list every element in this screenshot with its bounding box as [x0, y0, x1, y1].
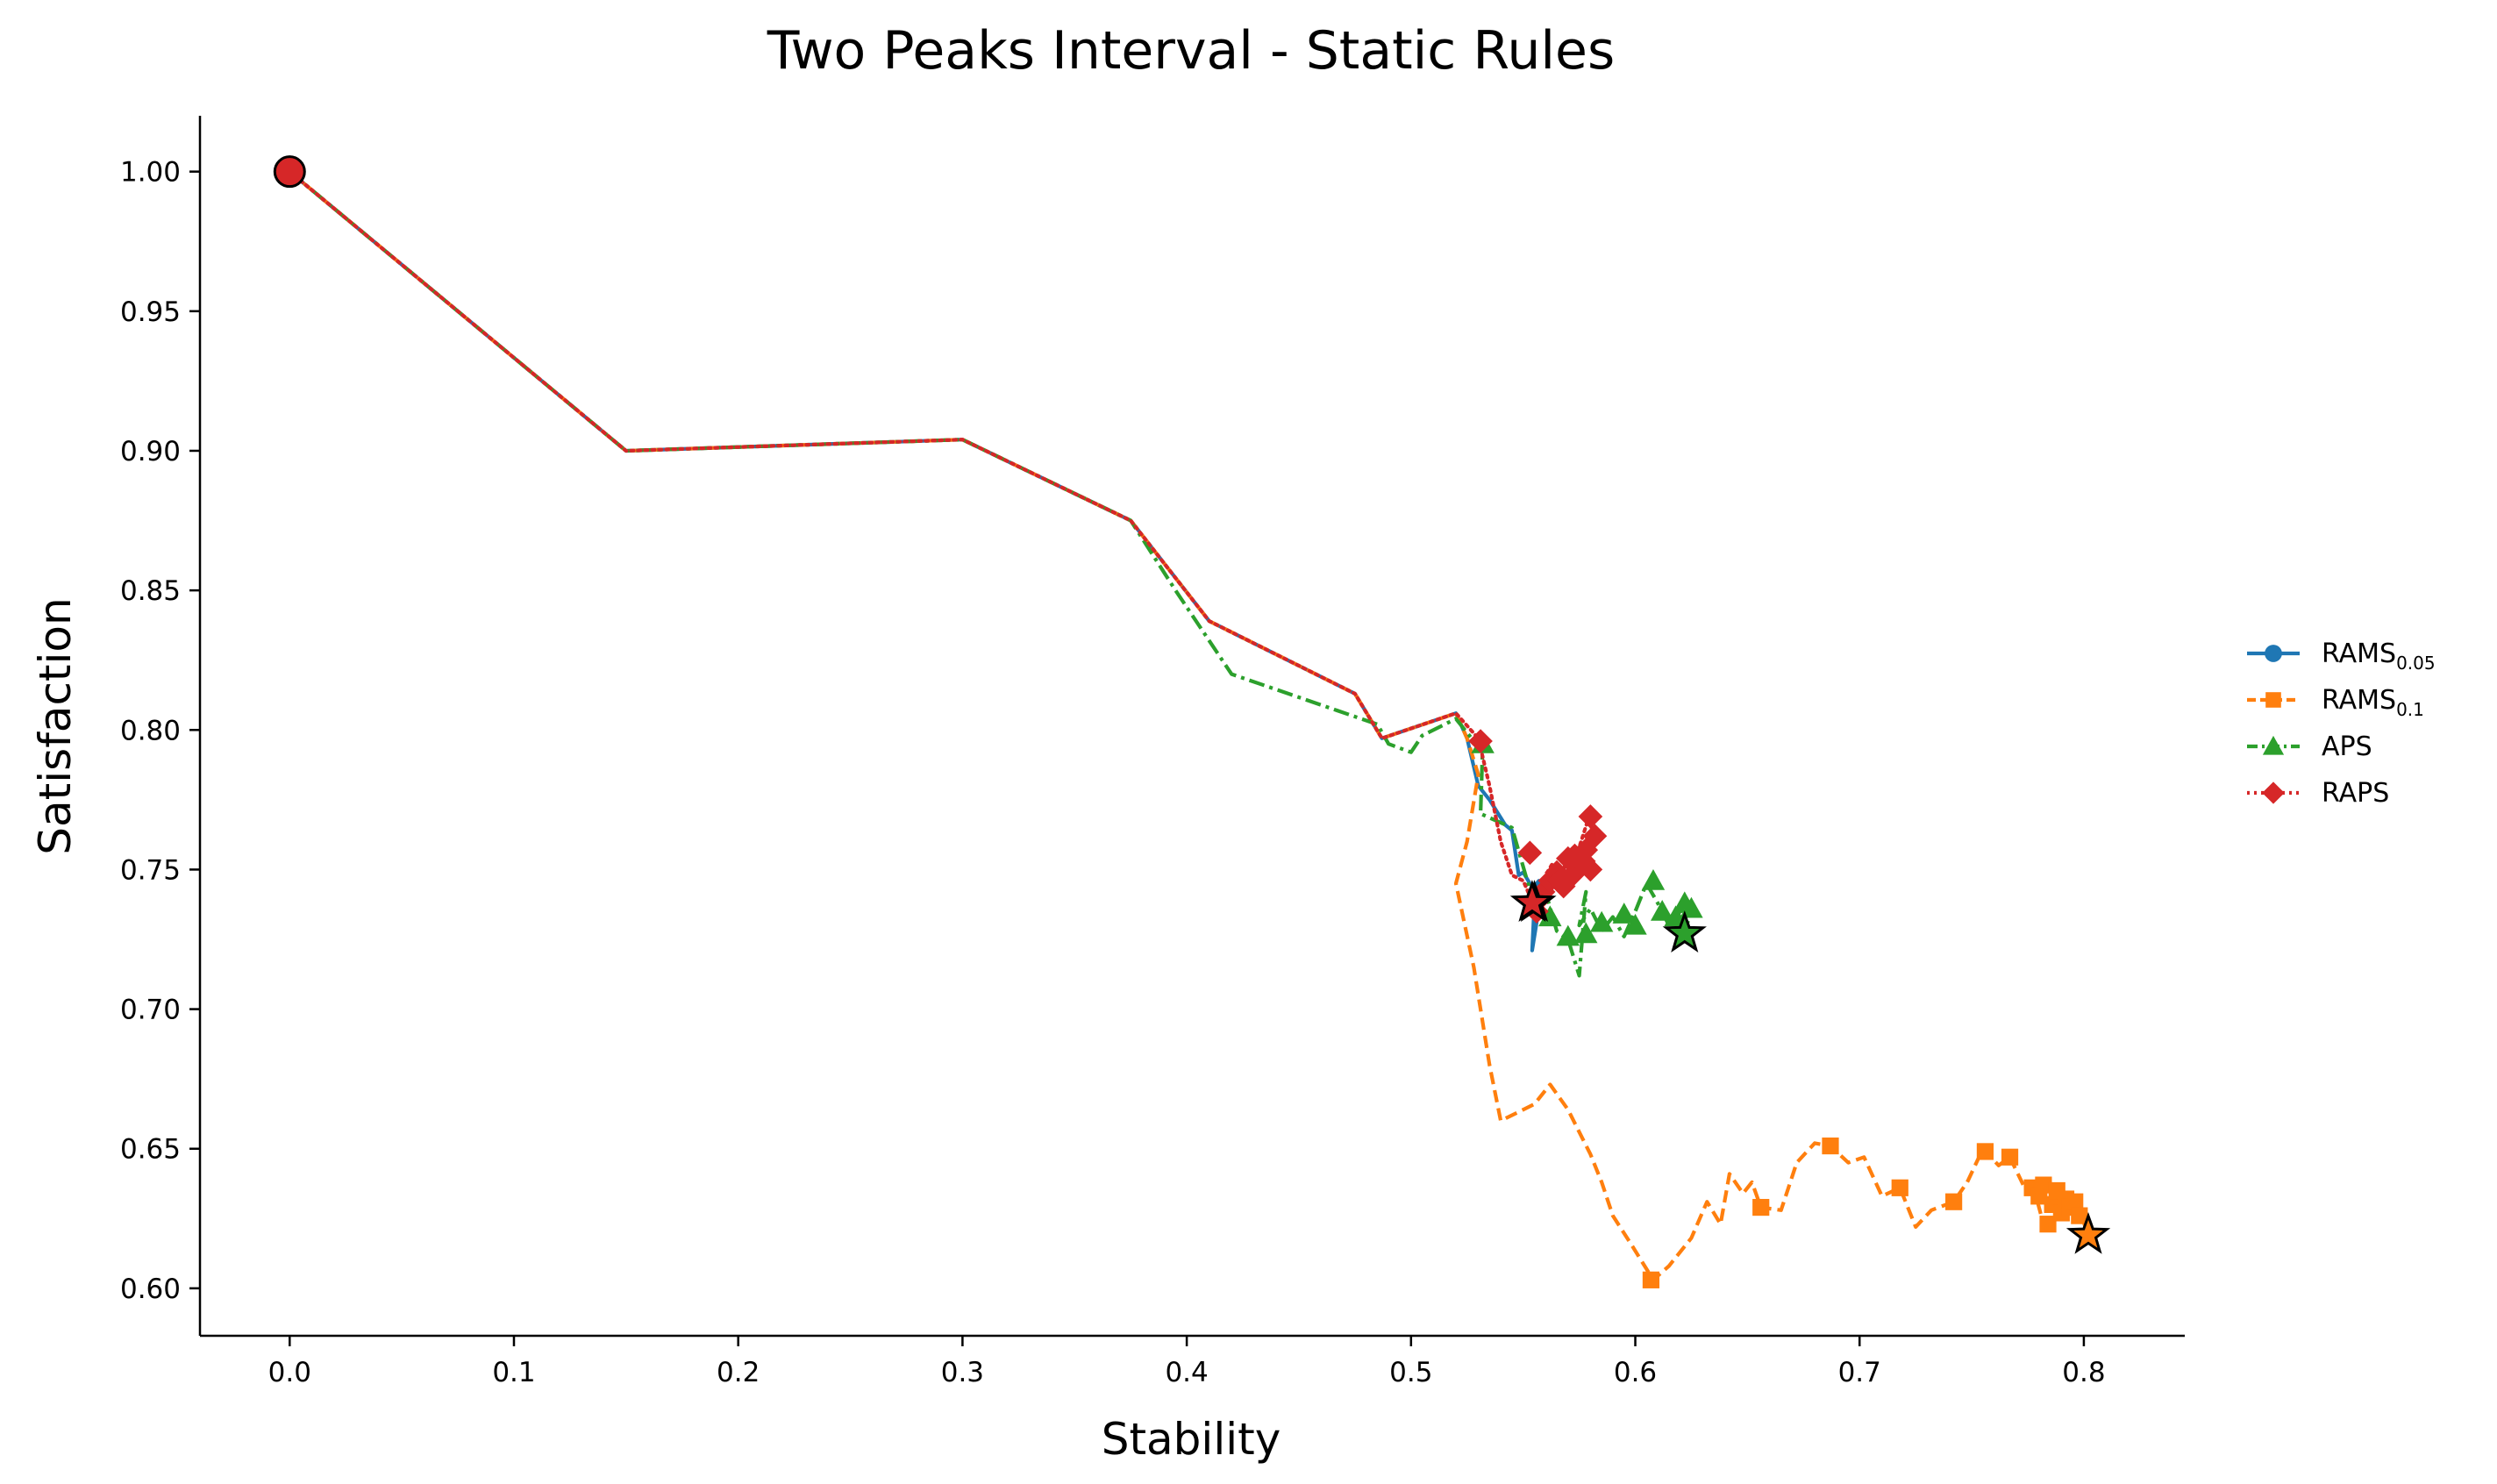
series-rams-01 [288, 170, 2090, 1288]
series-line [288, 170, 1541, 952]
legend-label-name: APS [2322, 731, 2372, 762]
data-point [2071, 1207, 2088, 1224]
x-tick-label: 0.7 [1838, 1357, 1881, 1388]
data-point [1538, 905, 1562, 927]
data-point [1562, 843, 1587, 868]
y-tick-label: 0.90 [120, 436, 181, 467]
legend-label: APS [2322, 731, 2372, 762]
series-rams-005 [288, 170, 1541, 952]
data-point [1574, 922, 1598, 944]
data-point [1651, 899, 1674, 921]
data-point [1680, 896, 1703, 918]
start-point-marker [273, 155, 306, 189]
data-point [1642, 1271, 1660, 1288]
data-point [1752, 1198, 1770, 1216]
y-tick-label: 0.80 [120, 715, 181, 746]
legend-label: RAPS [2322, 778, 2389, 809]
x-tick-label: 0.1 [492, 1357, 535, 1388]
data-point [2035, 1176, 2052, 1194]
legend-item: RAMS0.1 [2247, 685, 2424, 720]
legend-marker [2262, 735, 2285, 755]
plot-area [273, 155, 2111, 1288]
legend-item: APS [2247, 731, 2372, 762]
data-point [1945, 1193, 1963, 1210]
data-point [1546, 868, 1572, 893]
legend-label-name: RAMS [2322, 685, 2396, 716]
data-point [2039, 1216, 2057, 1233]
legend-label-subscript: 0.05 [2396, 653, 2436, 674]
legend-item: RAPS [2247, 778, 2389, 809]
x-ticks: 0.0 0.1 0.2 0.3 0.4 0.5 0.6 0.7 0.8 [268, 1336, 2106, 1388]
data-point [1589, 910, 1614, 932]
legend-item: RAMS0.05 [2247, 639, 2436, 674]
data-point [1612, 903, 1636, 924]
series-aps [288, 170, 1703, 978]
data-point [2066, 1193, 2084, 1210]
data-point [1623, 913, 1647, 935]
data-point [1822, 1137, 1839, 1155]
y-tick-label: 0.70 [120, 995, 181, 1026]
x-tick-label: 0.3 [941, 1357, 984, 1388]
y-tick-label: 0.60 [120, 1274, 181, 1305]
legend-label-name: RAMS [2322, 639, 2396, 669]
series-line [288, 170, 2090, 1282]
x-tick-label: 0.2 [717, 1357, 760, 1388]
data-point [1468, 729, 1493, 753]
legend-label-subscript: 0.1 [2396, 699, 2424, 720]
data-point [1976, 1143, 1994, 1160]
legend-label: RAMS0.1 [2322, 685, 2424, 720]
final-star-marker [2065, 1211, 2111, 1254]
y-ticks: 0.60 0.65 0.70 0.75 0.80 0.85 0.90 0.95 1.00 [120, 157, 200, 1305]
data-point [1891, 1179, 1908, 1196]
x-axis-label: Stability [1102, 1414, 1281, 1465]
final-star-marker [1509, 880, 1554, 922]
data-point [1582, 824, 1608, 849]
legend-label: RAMS0.05 [2322, 639, 2436, 674]
x-tick-label: 0.5 [1389, 1357, 1432, 1388]
series-raps [288, 169, 1608, 924]
series-line [288, 169, 1597, 914]
y-tick-label: 0.75 [120, 854, 181, 886]
data-point [1578, 804, 1603, 829]
y-tick-label: 1.00 [120, 157, 181, 189]
data-point [1517, 840, 1543, 866]
data-point [1641, 868, 1666, 890]
legend-marker [2265, 692, 2281, 708]
series-line [288, 170, 1694, 978]
final-star-marker [1662, 910, 1707, 953]
x-tick-label: 0.6 [1614, 1357, 1657, 1388]
legend-marker [2262, 781, 2285, 804]
y-axis-label: Satisfaction [30, 597, 81, 854]
data-point [1556, 924, 1580, 946]
y-tick-label: 0.65 [120, 1134, 181, 1166]
x-tick-label: 0.4 [1165, 1357, 1208, 1388]
chart-title: Two Peaks Interval - Static Rules [767, 20, 1615, 82]
legend-label-name: RAPS [2322, 778, 2389, 809]
x-tick-label: 0.8 [2062, 1357, 2105, 1388]
y-tick-label: 0.85 [120, 575, 181, 607]
legend-marker [2265, 645, 2282, 662]
y-tick-label: 0.95 [120, 296, 181, 328]
data-point [2001, 1148, 2019, 1166]
x-tick-label: 0.0 [268, 1357, 311, 1388]
